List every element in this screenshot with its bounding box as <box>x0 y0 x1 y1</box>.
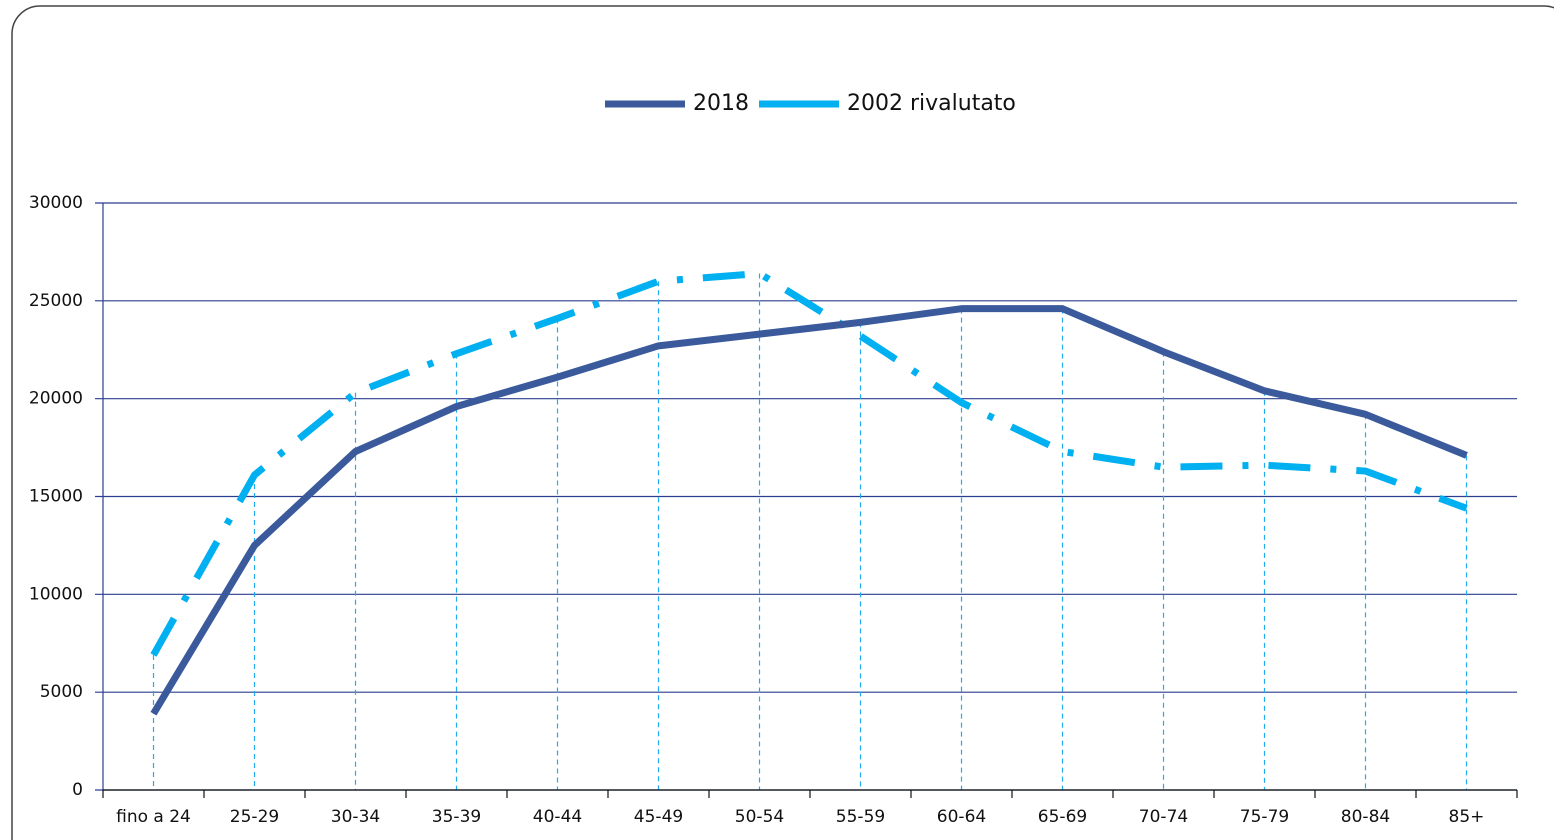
y-tick-label: 25000 <box>29 291 83 311</box>
y-tick-label: 0 <box>72 780 83 800</box>
y-tick-label: 20000 <box>29 389 83 409</box>
y-tick-label: 15000 <box>29 487 83 507</box>
y-tick-label: 10000 <box>29 584 83 604</box>
x-tick-label: 80-84 <box>1341 807 1390 827</box>
legend-label: 2002 rivalutato <box>847 91 1016 116</box>
x-tick-label: 60-64 <box>937 807 986 827</box>
x-tick-label: fino a 24 <box>116 807 191 827</box>
x-tick-label: 35-39 <box>432 807 481 827</box>
x-tick-label: 50-54 <box>735 807 784 827</box>
series-line <box>150 269 1468 657</box>
y-tick-label: 30000 <box>29 193 83 213</box>
x-tick-label: 45-49 <box>634 807 683 827</box>
y-tick-label: 5000 <box>40 682 83 702</box>
series-line <box>150 305 1468 716</box>
x-tick-label: 75-79 <box>1240 807 1289 827</box>
x-tick-label: 85+ <box>1449 807 1485 827</box>
legend: 2018 2002 rivalutato <box>605 91 1016 116</box>
legend-label: 2018 <box>693 91 749 116</box>
x-tick-label: 70-74 <box>1139 807 1188 827</box>
x-tick-label: 40-44 <box>533 807 582 827</box>
x-tick-label: 25-29 <box>230 807 279 827</box>
x-tick-label: 30-34 <box>331 807 380 827</box>
chart-frame <box>11 5 1554 840</box>
x-tick-label: 65-69 <box>1038 807 1087 827</box>
x-tick-label: 55-59 <box>836 807 885 827</box>
